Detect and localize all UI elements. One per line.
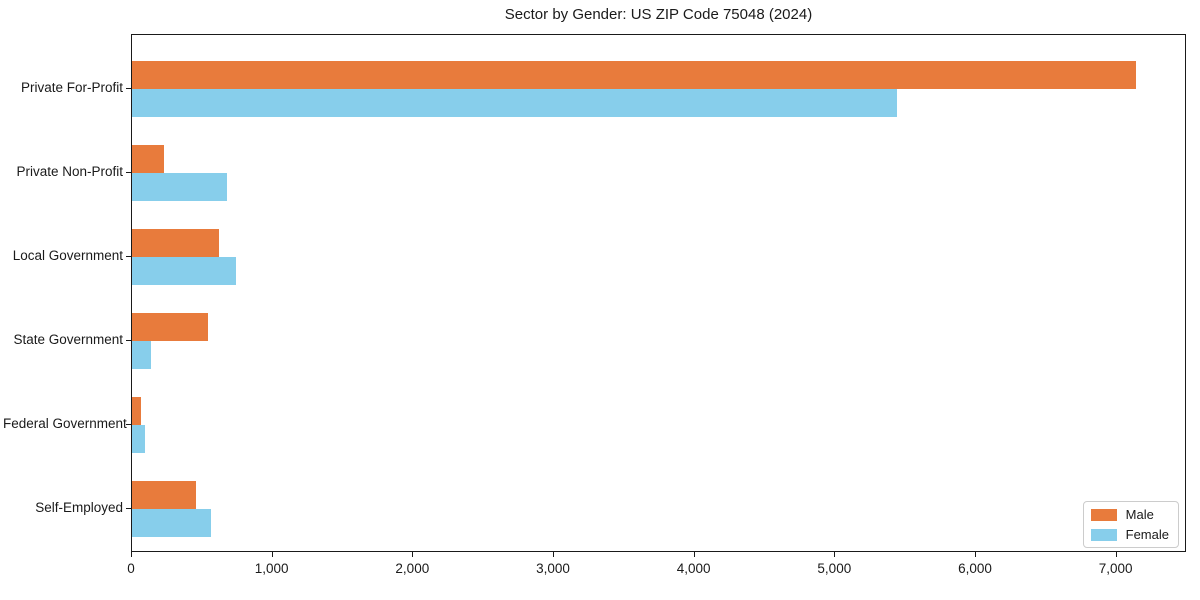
- ytick-label-private-non-profit: Private Non-Profit: [16, 164, 123, 179]
- bar-female-federal-government: [132, 425, 145, 453]
- xtick-mark: [1115, 552, 1117, 557]
- xtick-label-6000: 6,000: [958, 561, 992, 576]
- xtick-mark: [412, 552, 414, 557]
- bar-female-private-non-profit: [132, 173, 227, 201]
- xtick-label-4000: 4,000: [676, 561, 711, 576]
- ytick-label-local-government: Local Government: [12, 248, 123, 263]
- bar-female-self-employed: [132, 509, 211, 537]
- xtick-label-5000: 5,000: [817, 561, 852, 576]
- xtick-mark: [975, 552, 976, 557]
- chart-title: Sector by Gender: US ZIP Code 75048 (202…: [504, 6, 813, 23]
- bar-male-local-government: [132, 229, 220, 257]
- xtick-label-3000: 3,000: [536, 561, 570, 576]
- xtick-label-1000: 1,000: [254, 561, 289, 576]
- bar-female-private-for-profit: [132, 89, 898, 117]
- xtick-mark: [271, 552, 273, 557]
- xtick-mark: [834, 552, 836, 557]
- ytick-mark: [126, 256, 131, 257]
- legend-entry-male: Male: [1090, 507, 1169, 522]
- xtick-mark: [553, 552, 554, 557]
- bar-male-state-government: [132, 313, 208, 341]
- legend-swatch-female: [1090, 528, 1117, 541]
- bar-male-self-employed: [132, 481, 196, 509]
- ytick-mark: [126, 508, 131, 509]
- ytick-mark: [126, 424, 131, 425]
- xtick-label-0: 0: [127, 561, 135, 576]
- ytick-mark: [126, 172, 131, 173]
- xtick-label-2000: 2,000: [395, 561, 430, 576]
- ytick-label-federal-government: Federal Government: [3, 416, 127, 431]
- bar-female-local-government: [132, 257, 237, 285]
- xtick-mark: [693, 552, 695, 557]
- legend-label-male: Male: [1125, 507, 1154, 522]
- ytick-mark: [126, 340, 131, 341]
- legend-entry-female: Female: [1090, 527, 1169, 542]
- xtick-mark: [131, 552, 132, 557]
- ytick-label-state-government: State Government: [13, 332, 123, 347]
- bar-male-private-non-profit: [132, 145, 165, 173]
- bar-male-private-for-profit: [132, 61, 1137, 89]
- bar-male-federal-government: [132, 397, 142, 425]
- plot-area: Male Female: [131, 34, 1186, 552]
- xtick-label-7000: 7,000: [1098, 561, 1133, 576]
- legend-swatch-male: [1090, 508, 1117, 521]
- ytick-label-private-for-profit: Private For-Profit: [20, 80, 123, 95]
- ytick-label-self-employed: Self-Employed: [35, 500, 123, 515]
- ytick-mark: [126, 88, 131, 89]
- legend: Male Female: [1082, 501, 1179, 548]
- bar-female-state-government: [132, 341, 151, 369]
- legend-label-female: Female: [1125, 527, 1169, 542]
